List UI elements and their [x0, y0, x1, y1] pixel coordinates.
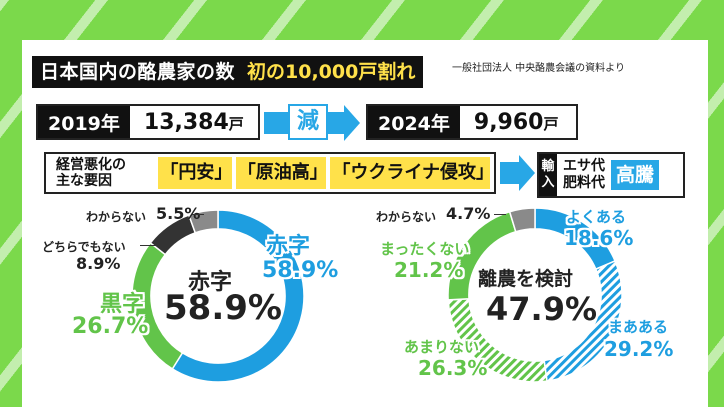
right-label-often: よくある: [566, 208, 627, 226]
left-label-unknown: わからない: [86, 210, 147, 224]
left-center-value: 58.9%: [164, 288, 282, 328]
page-subtitle: 初の10,000戸割れ: [243, 56, 424, 88]
cause-oil: 「原油高」: [235, 157, 328, 189]
left-label-deficit: 赤字: [266, 234, 311, 259]
causes-box: 経営悪化の 主な要因 「円安」 「原油高」 「ウクライナ侵攻」: [44, 152, 496, 194]
right-center-label: 離農を検討: [478, 268, 574, 290]
import-tag: 輸 入: [539, 154, 557, 196]
quit-donut-chart: [447, 207, 623, 383]
cause-ukraine: 「ウクライナ侵攻」: [330, 157, 494, 189]
left-leader-unknown: [192, 214, 204, 215]
year-to-label: 2024年: [368, 106, 460, 138]
left-value-neither: 8.9%: [76, 254, 121, 273]
year-from-number: 13,384: [143, 109, 229, 135]
left-label-neither: どちらでもない: [42, 240, 126, 254]
impact-feed: エサ代: [563, 158, 605, 174]
year-from-value: 13,384戸: [130, 110, 244, 135]
title-bar: 日本国内の酪農家の数 初の10,000戸割れ: [32, 56, 424, 88]
right-value-rarely: 26.3%: [418, 356, 488, 380]
year-to-value: 9,960戸: [460, 110, 559, 135]
impact-box: 輸 入 エサ代 肥料代 高騰: [537, 152, 685, 198]
right-value-sometimes: 29.2%: [604, 337, 674, 361]
impact-result: 高騰: [611, 160, 660, 190]
left-value-surplus: 26.7%: [72, 314, 149, 339]
year-from-box: 2019年 13,384戸: [36, 104, 260, 140]
left-leader-neither: [140, 245, 160, 246]
right-label-never: まったくない: [380, 240, 470, 258]
year-to-unit: 戸: [543, 114, 559, 133]
causes-label-line2: 主な要因: [56, 173, 112, 189]
causes-label-line1: 経営悪化の: [56, 157, 126, 173]
impact-arrow-head: [519, 155, 535, 191]
causes-label: 経営悪化の 主な要因: [46, 157, 158, 189]
left-value-unknown: 5.5%: [156, 204, 201, 223]
donut-slice-0: [171, 209, 305, 383]
year-to-box: 2024年 9,960戸: [366, 104, 578, 140]
left-center-label: 赤字: [188, 270, 233, 295]
cause-yen: 「円安」: [158, 157, 232, 189]
decrease-label: 減: [288, 104, 328, 140]
left-label-surplus: 黒字: [100, 292, 145, 317]
donut-slice-3: [187, 209, 219, 234]
right-leader-unknown: [494, 214, 506, 215]
profit-donut-chart: [131, 209, 305, 383]
year-from-unit: 戸: [228, 114, 244, 133]
right-value-unknown: 4.7%: [446, 204, 491, 223]
right-value-often: 18.6%: [564, 226, 634, 250]
year-from-label: 2019年: [38, 106, 130, 138]
impact-arrow-shaft: [500, 162, 520, 184]
import-tag-2: 入: [541, 175, 555, 190]
right-label-sometimes: まあある: [608, 318, 669, 336]
left-value-deficit: 58.9%: [262, 258, 339, 283]
source-note: 一般社団法人 中央酪農会議の資料より: [452, 63, 625, 74]
year-to-number: 9,960: [473, 109, 544, 135]
import-tag-1: 輸: [541, 159, 555, 174]
right-value-never: 21.2%: [394, 258, 464, 282]
right-label-rarely: あまりない: [404, 338, 480, 356]
impact-fertilizer: 肥料代: [563, 175, 605, 191]
right-center-value: 47.9%: [486, 290, 598, 328]
decrease-arrow-head: [344, 105, 360, 141]
donut-slice-4: [508, 207, 536, 233]
page-title: 日本国内の酪農家の数: [32, 56, 244, 88]
impact-items: エサ代 肥料代: [557, 158, 611, 192]
right-label-unknown: わからない: [376, 210, 437, 224]
